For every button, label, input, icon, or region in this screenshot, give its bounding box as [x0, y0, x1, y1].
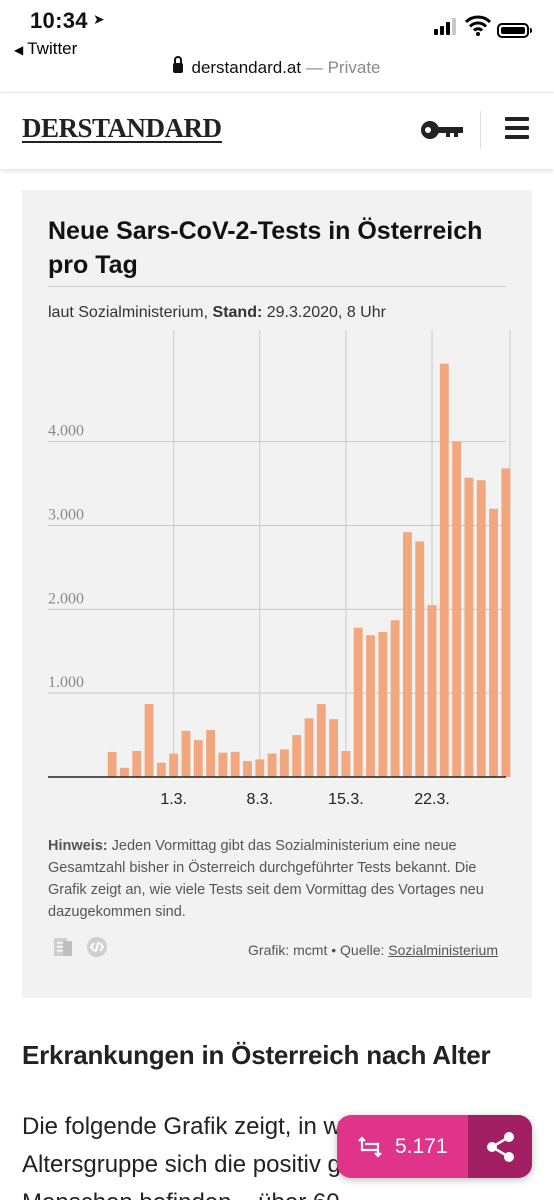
private-mode-label: — Private	[305, 58, 381, 77]
bar	[132, 751, 142, 777]
note-label: Hinweis:	[48, 838, 108, 854]
back-triangle-icon: ◀	[14, 43, 24, 57]
bar	[230, 751, 240, 777]
bar-chart: 1.000 2.000 3.000 4.000 1.3. 8.3. 15.3. 22.3.	[48, 330, 511, 808]
document-icon[interactable]	[52, 936, 74, 958]
section-heading: Erkrankungen in Österreich nach Alter	[22, 1040, 491, 1070]
site-logo[interactable]: DERSTANDARD	[22, 113, 222, 143]
y-tick-label: 4.000	[48, 423, 84, 440]
chart-note: Hinweis: Jeden Vormittag gibt das Sozial…	[48, 835, 508, 923]
bar	[193, 740, 203, 777]
share-icon	[487, 1132, 514, 1162]
bar	[255, 759, 265, 777]
battery-icon	[497, 23, 532, 38]
y-tick-label: 2.000	[48, 590, 84, 607]
chart-credits: Grafik: mcmt • Quelle: Sozialministerium	[248, 942, 498, 958]
share-button[interactable]	[468, 1115, 532, 1178]
share-count: 5.171	[395, 1135, 448, 1158]
x-tick-label: 22.3.	[414, 791, 450, 808]
bar	[144, 704, 154, 777]
bar	[439, 363, 449, 777]
x-tick-label: 15.3.	[328, 791, 364, 808]
source-link[interactable]: Sozialministerium	[388, 942, 498, 958]
credit-prefix: Grafik: mcmt • Quelle:	[248, 942, 385, 958]
bar	[501, 468, 511, 777]
status-bar: 10:34 ➤	[0, 0, 554, 44]
subtitle-stand-label: Stand:	[212, 304, 263, 321]
bar	[427, 605, 437, 777]
bar	[366, 635, 375, 777]
title-divider	[48, 286, 506, 287]
header-divider	[480, 111, 481, 149]
chart-subtitle: laut Sozialministerium, Stand: 29.3.2020…	[48, 304, 386, 322]
bar	[267, 753, 277, 777]
bar	[304, 718, 314, 777]
bar	[464, 477, 474, 777]
hamburger-menu-icon[interactable]	[505, 117, 529, 144]
chart-title: Neue Sars-CoV-2-Tests in Österreich pro …	[48, 217, 483, 279]
share-counter-button[interactable]: 5.171	[337, 1115, 532, 1178]
bar	[452, 441, 462, 777]
site-header: DERSTANDARD	[0, 92, 554, 169]
bar	[107, 751, 117, 777]
url-domain: derstandard.at	[191, 58, 302, 77]
x-tick-label: 8.3.	[246, 791, 273, 808]
y-tick-label: 1.000	[48, 674, 84, 691]
bar	[218, 752, 228, 777]
lock-icon	[173, 56, 184, 73]
bar	[169, 753, 179, 777]
cellular-signal-icon	[434, 17, 460, 35]
back-to-app-button[interactable]: ◀ Twitter	[14, 39, 77, 59]
key-icon[interactable]	[420, 119, 464, 141]
bar	[292, 735, 302, 777]
note-text: Jeden Vormittag gibt das Sozialministeri…	[48, 838, 484, 920]
bar	[476, 480, 486, 777]
bar	[353, 627, 363, 777]
x-tick-label: 1.3.	[160, 791, 187, 808]
subtitle-stand-value: 29.3.2020, 8 Uhr	[266, 304, 386, 321]
embed-code-icon[interactable]	[86, 936, 108, 958]
back-app-label: Twitter	[27, 39, 78, 58]
wifi-icon	[465, 15, 491, 36]
bar	[390, 620, 400, 777]
bar	[120, 767, 129, 777]
bar	[181, 730, 191, 777]
bar	[341, 751, 351, 777]
subtitle-source: laut Sozialministerium,	[48, 304, 209, 321]
status-time: 10:34	[30, 8, 88, 33]
bar	[206, 730, 216, 777]
bar	[378, 631, 388, 777]
bar	[279, 749, 289, 777]
bar	[402, 532, 412, 777]
url-bar[interactable]: derstandard.at — Private	[0, 56, 554, 78]
bar	[415, 541, 425, 777]
bar	[489, 508, 498, 777]
bar	[156, 762, 166, 777]
bar	[329, 719, 339, 777]
y-tick-label: 3.000	[48, 506, 84, 523]
bar	[243, 761, 252, 777]
retweet-icon	[358, 1136, 382, 1158]
bar	[316, 704, 326, 777]
location-arrow-icon: ➤	[93, 11, 105, 27]
